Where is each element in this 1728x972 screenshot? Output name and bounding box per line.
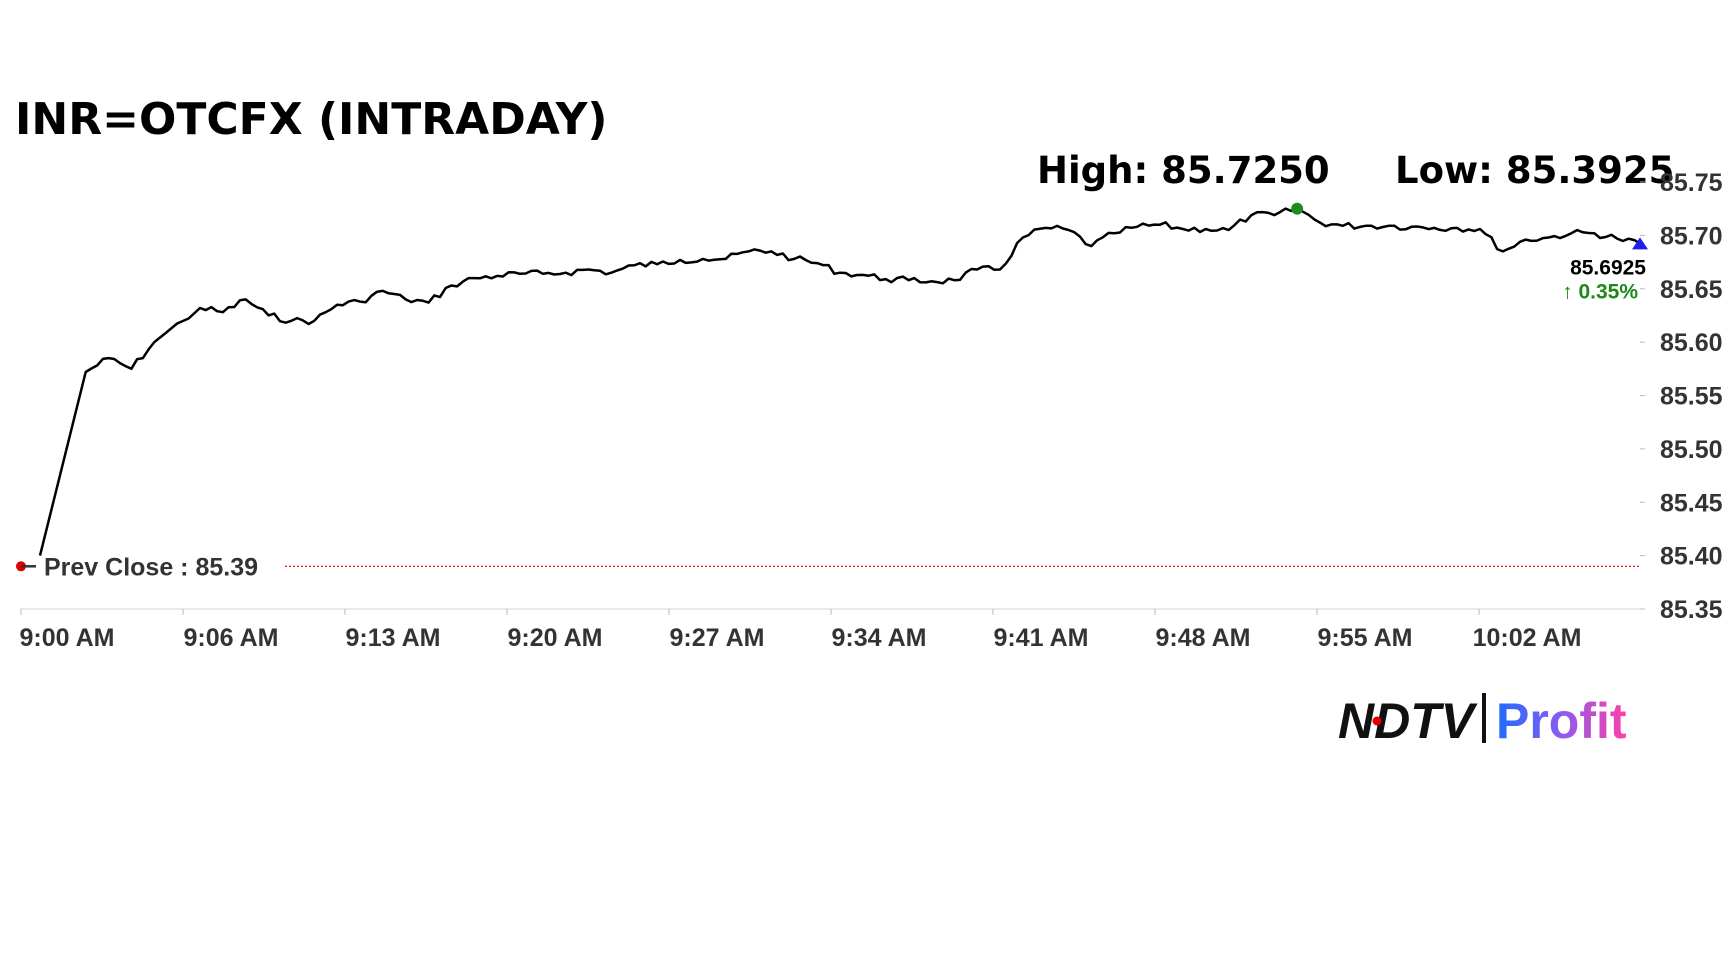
x-tick-label: 9:34 AM xyxy=(832,624,927,652)
y-tick-label: 85.55 xyxy=(1660,383,1723,411)
change-value: 0.35% xyxy=(1578,280,1638,303)
y-tick-label: 85.70 xyxy=(1660,222,1723,250)
change-label: ↑ 0.35% xyxy=(1562,280,1638,303)
x-tick-label: 9:55 AM xyxy=(1318,624,1413,652)
y-tick-label: 85.40 xyxy=(1660,543,1723,571)
last-price-label: 85.6925 xyxy=(1570,256,1646,279)
high-marker xyxy=(1291,202,1304,215)
x-tick-label: 9:41 AM xyxy=(994,624,1089,652)
logo-divider xyxy=(1482,693,1486,743)
profit-logo-text: Profit xyxy=(1496,693,1627,749)
ndtv-profit-logo: NDTV Profit xyxy=(1338,693,1627,749)
prev-close-label: Prev Close : 85.39 xyxy=(44,553,258,581)
y-tick-label: 85.45 xyxy=(1660,489,1723,517)
change-arrow: ↑ xyxy=(1562,280,1578,303)
x-axis: 9:00 AM 9:06 AM 9:13 AM 9:20 AM 9:27 AM 9:34 … xyxy=(20,608,1640,652)
ndtv-logo-dot xyxy=(1372,716,1382,726)
low-label: Low: 85.3925 xyxy=(1395,149,1674,192)
y-tick-label: 85.75 xyxy=(1660,169,1723,197)
x-tick-label: 9:48 AM xyxy=(1156,624,1251,652)
y-axis: 85.75 85.70 85.65 85.60 85.55 85.50 85.45 85.40… xyxy=(1640,169,1723,624)
y-tick-label: 85.35 xyxy=(1660,596,1723,624)
x-tick-label: 9:27 AM xyxy=(670,624,765,652)
last-price-marker xyxy=(1632,237,1648,250)
x-tick-label: 9:00 AM xyxy=(20,624,115,652)
x-tick-label: 10:02 AM xyxy=(1473,624,1582,652)
chart-title: INR=OTCFX (INTRADAY) xyxy=(15,94,608,145)
high-label: High: 85.7250 xyxy=(1037,149,1330,192)
x-tick-label: 9:06 AM xyxy=(184,624,279,652)
y-tick-label: 85.65 xyxy=(1660,276,1723,304)
x-tick-label: 9:20 AM xyxy=(508,624,603,652)
price-series-line xyxy=(38,207,1641,556)
x-tick-label: 9:13 AM xyxy=(346,624,441,652)
ndtv-logo-text: NDTV xyxy=(1338,693,1478,749)
y-tick-label: 85.60 xyxy=(1660,329,1723,357)
y-tick-label: 85.50 xyxy=(1660,436,1723,464)
